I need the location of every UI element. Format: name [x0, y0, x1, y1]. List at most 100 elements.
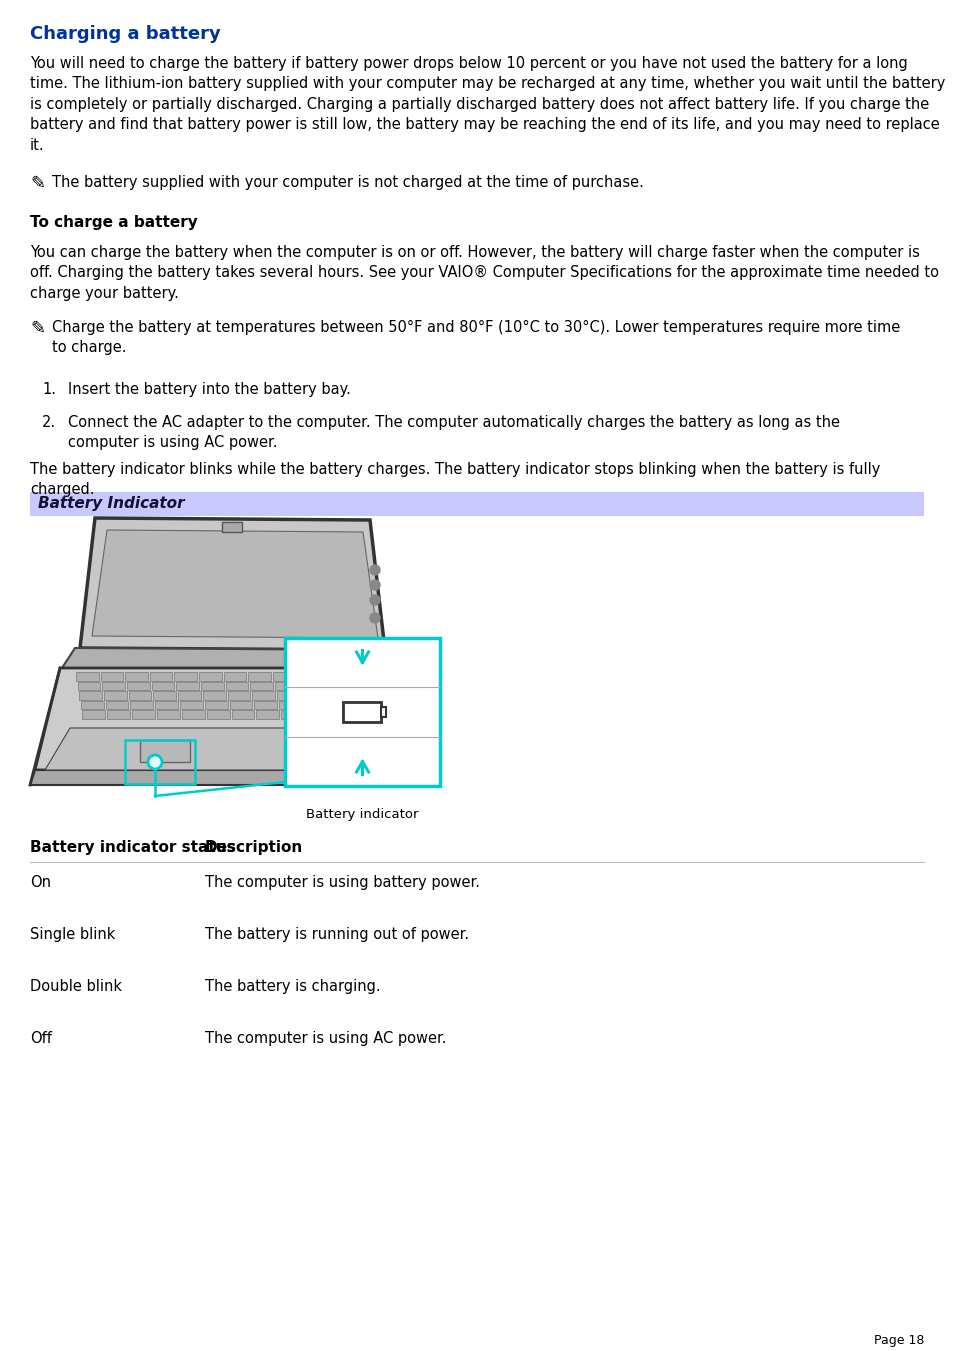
Bar: [326, 692, 349, 700]
Bar: [297, 671, 320, 681]
Bar: [107, 711, 130, 719]
Text: To charge a battery: To charge a battery: [30, 215, 197, 230]
Bar: [176, 682, 199, 690]
Bar: [199, 671, 221, 681]
Bar: [180, 701, 203, 709]
Text: The battery is charging.: The battery is charging.: [205, 979, 380, 994]
Bar: [351, 692, 374, 700]
Text: Battery indicator status: Battery indicator status: [30, 840, 235, 855]
Bar: [380, 711, 403, 719]
Bar: [152, 682, 174, 690]
Bar: [131, 701, 153, 709]
Text: Charge the battery at temperatures between 50°F and 80°F (10°C to 30°C). Lower t: Charge the battery at temperatures betwe…: [52, 320, 900, 355]
Text: Charging a battery: Charging a battery: [30, 26, 220, 43]
Bar: [285, 638, 439, 786]
Polygon shape: [30, 770, 430, 785]
Bar: [281, 711, 304, 719]
Bar: [223, 671, 246, 681]
Bar: [346, 671, 369, 681]
Text: Description: Description: [205, 840, 303, 855]
Bar: [82, 711, 105, 719]
Polygon shape: [45, 728, 415, 770]
Polygon shape: [35, 667, 424, 770]
Bar: [230, 701, 253, 709]
Text: ✎: ✎: [30, 320, 45, 338]
Text: Off: Off: [30, 1031, 51, 1046]
Text: On: On: [30, 875, 51, 890]
Bar: [274, 682, 297, 690]
Bar: [182, 711, 205, 719]
Bar: [304, 701, 327, 709]
Bar: [102, 682, 125, 690]
Bar: [207, 711, 230, 719]
Polygon shape: [91, 530, 377, 638]
Text: ✎: ✎: [30, 176, 45, 193]
Bar: [157, 711, 180, 719]
Circle shape: [370, 565, 379, 576]
Bar: [254, 701, 277, 709]
Bar: [374, 682, 396, 690]
Bar: [228, 692, 250, 700]
Text: You can charge the battery when the computer is on or off. However, the battery : You can charge the battery when the comp…: [30, 245, 938, 301]
Bar: [343, 703, 381, 721]
Bar: [322, 671, 344, 681]
Text: Page 18: Page 18: [873, 1333, 923, 1347]
Text: You will need to charge the battery if battery power drops below 10 percent or y: You will need to charge the battery if b…: [30, 55, 944, 153]
Bar: [153, 692, 176, 700]
Polygon shape: [80, 517, 385, 650]
Text: Double blink: Double blink: [30, 979, 122, 994]
Bar: [279, 701, 302, 709]
Bar: [76, 671, 98, 681]
Circle shape: [370, 613, 379, 623]
Bar: [77, 682, 100, 690]
Bar: [132, 711, 154, 719]
Polygon shape: [62, 648, 402, 670]
Bar: [203, 692, 226, 700]
Bar: [331, 711, 354, 719]
Bar: [104, 692, 127, 700]
Bar: [378, 701, 401, 709]
Bar: [256, 711, 279, 719]
Bar: [125, 740, 194, 784]
Bar: [125, 671, 148, 681]
Bar: [140, 740, 190, 762]
Bar: [329, 701, 352, 709]
Bar: [381, 707, 386, 717]
Bar: [232, 711, 254, 719]
Text: Insert the battery into the battery bay.: Insert the battery into the battery bay.: [68, 382, 351, 397]
Bar: [349, 682, 372, 690]
Bar: [299, 682, 322, 690]
Bar: [226, 682, 248, 690]
Bar: [81, 701, 104, 709]
Text: Single blink: Single blink: [30, 927, 115, 942]
Bar: [355, 711, 378, 719]
Bar: [324, 682, 347, 690]
Bar: [306, 711, 329, 719]
Text: The computer is using AC power.: The computer is using AC power.: [205, 1031, 446, 1046]
Text: Battery indicator: Battery indicator: [306, 808, 418, 821]
Text: The battery indicator blinks while the battery charges. The battery indicator st: The battery indicator blinks while the b…: [30, 462, 880, 497]
Bar: [100, 671, 123, 681]
Bar: [129, 692, 152, 700]
Bar: [201, 682, 223, 690]
Text: The computer is using battery power.: The computer is using battery power.: [205, 875, 479, 890]
Text: Battery Indicator: Battery Indicator: [38, 496, 185, 511]
Text: The battery supplied with your computer is not charged at the time of purchase.: The battery supplied with your computer …: [52, 176, 643, 190]
Text: Connect the AC adapter to the computer. The computer automatically charges the b: Connect the AC adapter to the computer. …: [68, 415, 840, 450]
Bar: [371, 671, 394, 681]
Text: 2.: 2.: [42, 415, 56, 430]
Bar: [205, 701, 228, 709]
Bar: [30, 492, 923, 516]
Bar: [354, 701, 376, 709]
Bar: [375, 692, 398, 700]
Bar: [273, 671, 295, 681]
Bar: [253, 692, 274, 700]
Bar: [155, 701, 178, 709]
Bar: [248, 671, 271, 681]
Circle shape: [370, 594, 379, 605]
Bar: [250, 682, 273, 690]
Bar: [79, 692, 102, 700]
Text: 1.: 1.: [42, 382, 56, 397]
Text: The battery is running out of power.: The battery is running out of power.: [205, 927, 469, 942]
Bar: [150, 671, 172, 681]
